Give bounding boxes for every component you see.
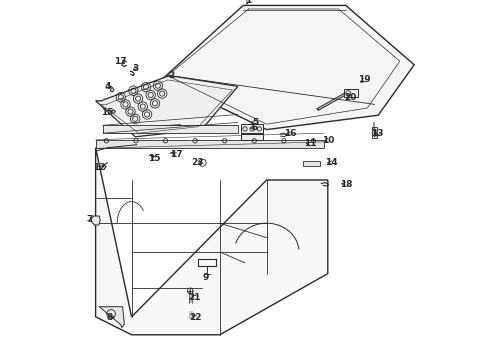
Polygon shape	[162, 5, 414, 130]
Text: 7: 7	[86, 215, 93, 224]
Text: 20: 20	[344, 93, 356, 102]
Text: 9: 9	[203, 274, 209, 282]
Bar	[372, 127, 377, 138]
Text: 16: 16	[284, 129, 296, 138]
Text: 11: 11	[303, 139, 316, 148]
Text: 12: 12	[93, 163, 105, 172]
Text: 23: 23	[191, 158, 204, 167]
Bar	[96, 140, 324, 148]
Text: 3: 3	[132, 64, 138, 73]
Text: 19: 19	[358, 76, 371, 85]
Polygon shape	[91, 216, 100, 225]
Text: 8: 8	[107, 313, 113, 322]
Text: 22: 22	[189, 313, 201, 322]
Text: 15: 15	[148, 154, 161, 163]
Bar	[303, 161, 320, 166]
Polygon shape	[96, 76, 238, 137]
Text: 21: 21	[188, 292, 201, 302]
Polygon shape	[96, 148, 328, 335]
Text: 14: 14	[325, 158, 338, 167]
Text: 17: 17	[171, 150, 183, 159]
Text: 2: 2	[168, 71, 174, 80]
Text: 18: 18	[340, 180, 352, 189]
Bar	[344, 89, 358, 97]
Text: 15: 15	[101, 108, 114, 117]
Bar	[242, 134, 263, 140]
Text: 6: 6	[252, 123, 258, 132]
Text: 17: 17	[115, 57, 127, 66]
Polygon shape	[99, 307, 124, 328]
Text: 13: 13	[371, 129, 384, 138]
Text: 4: 4	[104, 82, 111, 91]
Bar	[103, 125, 238, 133]
Text: 5: 5	[252, 118, 258, 127]
Bar	[189, 310, 193, 320]
Text: 1: 1	[245, 0, 252, 5]
Text: 10: 10	[321, 136, 334, 145]
Bar	[242, 124, 263, 133]
